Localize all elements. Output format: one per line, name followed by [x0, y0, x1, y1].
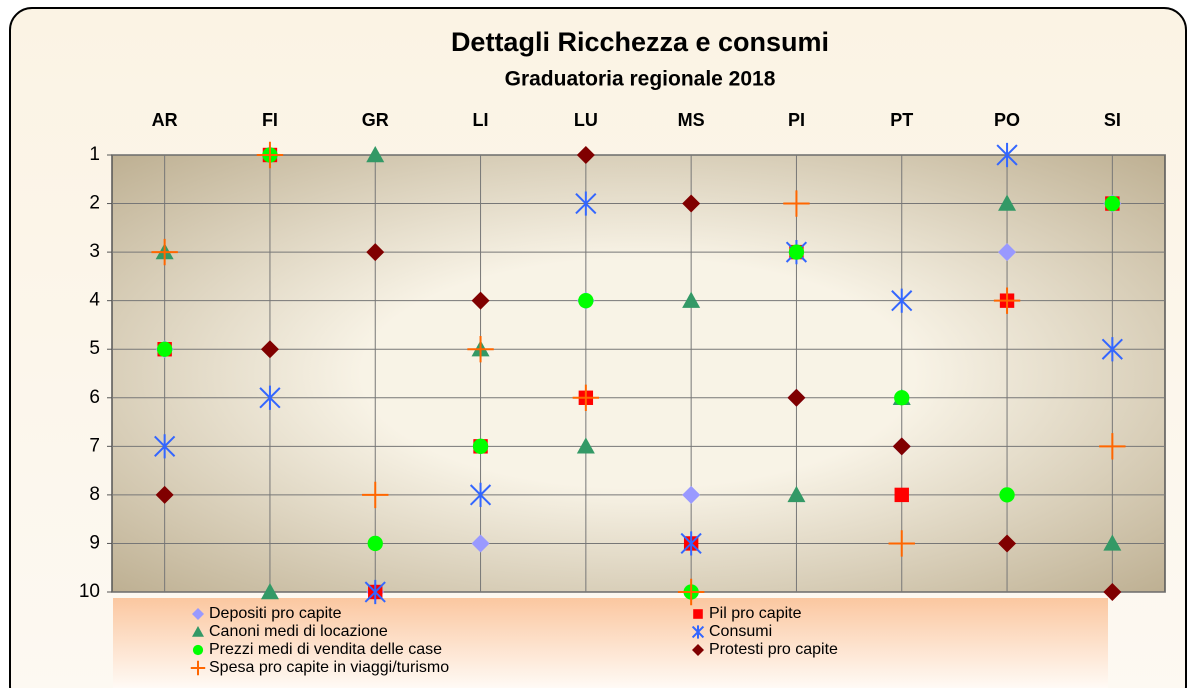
point	[471, 534, 490, 553]
legend-marker	[192, 644, 204, 656]
y-tick-label: 3	[89, 241, 100, 262]
point	[260, 583, 279, 600]
point	[892, 437, 911, 456]
point	[366, 243, 385, 262]
x-tick-label: AR	[152, 110, 178, 130]
legend-marker	[192, 608, 204, 620]
y-tick-label: 2	[89, 193, 100, 214]
point	[1103, 534, 1122, 551]
point	[680, 531, 702, 556]
point	[578, 293, 594, 309]
x-tick-label: SI	[1104, 110, 1121, 130]
legend-marker	[190, 660, 206, 676]
point	[576, 437, 595, 454]
y-tick-label: 4	[89, 290, 100, 311]
point	[894, 487, 909, 503]
point	[1101, 337, 1123, 362]
point	[367, 535, 383, 552]
point	[469, 482, 492, 507]
x-tick-label: GR	[362, 110, 389, 130]
legend-label: Consumi	[709, 623, 772, 640]
point	[888, 530, 915, 557]
point	[1099, 433, 1126, 460]
point	[155, 485, 174, 504]
point	[260, 340, 279, 359]
plot-area	[111, 154, 1166, 593]
point	[362, 481, 389, 509]
legend	[113, 598, 1108, 688]
point	[787, 388, 806, 407]
legend-marker	[192, 626, 204, 637]
x-tick-label: LI	[473, 110, 489, 130]
x-tick-label: MS	[678, 110, 705, 130]
point	[682, 291, 701, 308]
point	[996, 142, 1018, 168]
point	[472, 438, 489, 454]
point	[1103, 583, 1122, 601]
x-tick-label: PI	[788, 110, 805, 130]
point	[467, 336, 494, 363]
point	[998, 194, 1017, 211]
legend-label: Pil pro capite	[709, 605, 802, 622]
legend-marker	[693, 609, 703, 619]
point	[259, 385, 281, 410]
legend-label: Spesa pro capite in viaggi/turismo	[209, 659, 449, 676]
point	[999, 487, 1015, 503]
x-tick-label: LU	[574, 110, 598, 130]
point	[682, 485, 701, 504]
x-tick-label: FI	[262, 110, 278, 130]
point	[572, 384, 600, 411]
point	[151, 238, 178, 266]
point	[157, 341, 173, 357]
point	[788, 244, 805, 260]
point	[154, 434, 176, 459]
x-tick-label: PT	[890, 110, 913, 130]
point	[366, 146, 385, 163]
point	[575, 191, 597, 216]
point	[677, 578, 705, 606]
y-tick-label: 8	[89, 484, 100, 505]
chart-title: Dettagli Ricchezza e consumi	[451, 27, 829, 57]
y-tick-label: 7	[89, 435, 100, 456]
legend-label: Canoni medi di locazione	[209, 623, 388, 640]
legend-marker	[691, 625, 705, 639]
point	[1104, 195, 1120, 212]
y-tick-label: 9	[89, 532, 100, 553]
point	[364, 579, 386, 605]
point	[576, 146, 595, 164]
y-tick-label: 5	[89, 338, 100, 359]
point	[993, 287, 1021, 314]
y-tick-label: 10	[79, 581, 100, 602]
point	[783, 190, 810, 217]
point	[471, 291, 490, 310]
point	[894, 390, 910, 406]
point	[998, 534, 1017, 553]
legend-marker	[692, 644, 704, 656]
legend-label: Depositi pro capite	[209, 605, 342, 622]
point	[891, 288, 913, 313]
chart-subtitle: Graduatoria regionale 2018	[505, 68, 776, 91]
y-tick-label: 6	[89, 387, 100, 408]
legend-label: Prezzi medi di vendita delle case	[209, 641, 442, 658]
point	[998, 243, 1017, 262]
x-tick-label: PO	[994, 110, 1020, 130]
point	[256, 141, 284, 169]
y-tick-label: 1	[89, 144, 100, 165]
point	[682, 194, 701, 213]
point	[787, 485, 806, 503]
legend-label: Protesti pro capite	[709, 641, 838, 658]
